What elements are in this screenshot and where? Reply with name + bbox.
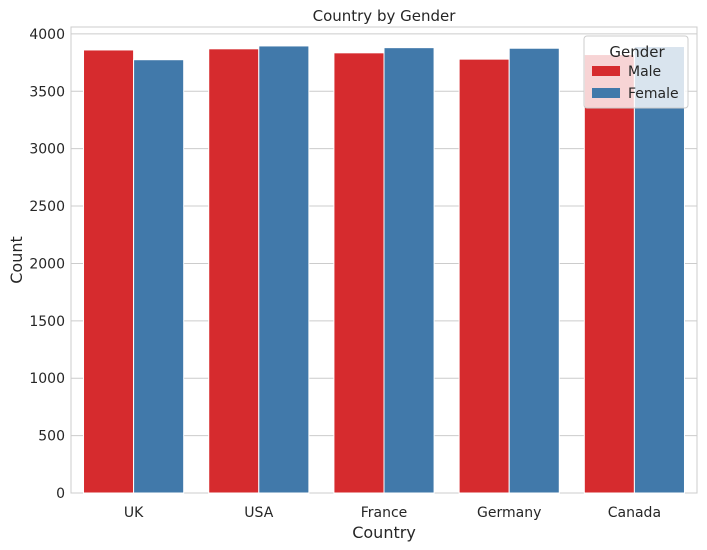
x-tick-label: Canada — [608, 505, 661, 521]
bar-female-uk — [133, 59, 185, 494]
chart-title: Country by Gender — [313, 7, 457, 25]
legend-label-male: Male — [628, 64, 661, 80]
bar-male-uk — [83, 49, 135, 494]
x-axis-title: Country — [352, 523, 416, 542]
y-tick-label: 2000 — [29, 256, 65, 272]
y-tick-label: 500 — [38, 429, 65, 445]
x-tick-label: France — [361, 505, 408, 521]
legend-title: Gender — [609, 43, 665, 61]
legend-swatch-female — [592, 88, 620, 98]
bar-male-germany — [458, 58, 510, 494]
legend-swatch-male — [592, 66, 620, 76]
x-tick-label: USA — [244, 505, 273, 521]
x-axis-ticks: UK USA France Germany Canada — [124, 505, 661, 521]
bar-female-canada — [633, 46, 685, 494]
x-tick-label: UK — [124, 505, 144, 521]
bar-male-usa — [208, 48, 260, 494]
y-axis-title: Count — [7, 236, 26, 284]
bars — [83, 45, 685, 494]
bar-male-canada — [583, 54, 635, 494]
bar-female-germany — [508, 47, 560, 494]
x-tick-label: Germany — [477, 505, 541, 521]
y-tick-label: 1000 — [29, 371, 65, 387]
y-tick-label: 2500 — [29, 199, 65, 215]
y-tick-label: 0 — [56, 486, 65, 502]
legend-label-female: Female — [628, 86, 679, 102]
y-tick-label: 1500 — [29, 314, 65, 330]
legend: Gender Male Female — [583, 35, 689, 109]
bar-male-france — [333, 52, 385, 494]
bar-female-usa — [258, 45, 310, 494]
y-tick-label: 4000 — [29, 27, 65, 43]
y-tick-label: 3000 — [29, 142, 65, 158]
y-tick-label: 3500 — [29, 84, 65, 100]
y-axis-ticks: 0 500 1000 1500 2000 2500 3000 3500 4000 — [29, 27, 65, 502]
bar-female-france — [383, 47, 435, 494]
